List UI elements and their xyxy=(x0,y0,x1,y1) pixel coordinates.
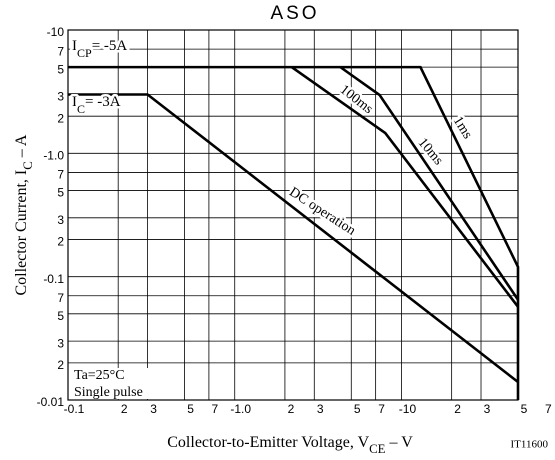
x-tick-label: 5 xyxy=(354,402,361,416)
condition-text: Ta=25°C xyxy=(74,368,125,383)
x-tick-label: 7 xyxy=(212,402,219,416)
x-tick-label: 5 xyxy=(187,402,194,416)
x-tick-label: 3 xyxy=(317,402,324,416)
y-tick-label: -10 xyxy=(47,25,65,39)
annotation: ICP= -5A xyxy=(72,38,127,59)
line xyxy=(68,65,520,400)
x-axis-label-part: CE xyxy=(369,442,386,456)
x-tick-label: 3 xyxy=(150,402,157,416)
conditions-box xyxy=(69,368,181,399)
chart-title: ASO xyxy=(270,3,319,24)
x-tick-label: 3 xyxy=(484,402,491,416)
x-tick-label: -1.0 xyxy=(230,402,251,416)
y-tick-label: 7 xyxy=(57,291,64,305)
x-tick-label: 2 xyxy=(454,402,461,416)
y-tick-label: 7 xyxy=(57,168,64,182)
x-axis-label-part: – V xyxy=(385,434,413,451)
y-tick-label: 3 xyxy=(57,90,64,104)
y-tick-label: -0.1 xyxy=(43,272,64,286)
y-tick-label: 7 xyxy=(57,44,64,58)
annotation-part: = -3A xyxy=(85,94,121,110)
y-axis-label: Collector Current, IC – A xyxy=(13,134,35,295)
x-tick-label: 2 xyxy=(121,402,128,416)
y-axis-label-part: – A xyxy=(13,134,30,161)
line xyxy=(339,66,520,301)
line xyxy=(291,66,520,308)
x-tick-label: -0.1 xyxy=(64,402,85,416)
annotation-part: = -5A xyxy=(92,38,128,54)
x-axis-label-part: Collector-to-Emitter Voltage, V xyxy=(167,434,369,451)
y-axis-label-part: C xyxy=(21,161,35,170)
condition-text: Single pulse xyxy=(74,385,143,400)
y-tick-label: 5 xyxy=(57,186,64,200)
y-tick-label: 2 xyxy=(57,111,64,125)
x-tick-label: -10 xyxy=(399,402,417,416)
y-tick-label: 5 xyxy=(57,62,64,76)
annotation-part: C xyxy=(77,102,85,116)
x-tick-label: 5 xyxy=(521,402,528,416)
x-axis-label: Collector-to-Emitter Voltage, VCE – V xyxy=(167,434,413,456)
x-tick-label: 7 xyxy=(545,402,552,416)
y-tick-label: -1.0 xyxy=(43,149,64,163)
y-tick-label: 3 xyxy=(57,336,64,350)
x-tick-label: 2 xyxy=(288,402,295,416)
y-tick-label: -0.01 xyxy=(37,395,65,409)
y-tick-label: 3 xyxy=(57,213,64,227)
annotation: IC= -3A xyxy=(72,94,121,115)
y-tick-label: 2 xyxy=(57,235,64,249)
line xyxy=(68,93,519,384)
annotation-part: I xyxy=(72,94,77,110)
annotation-part: CP xyxy=(77,46,92,60)
plot-frame xyxy=(67,29,519,401)
y-axis-label-part: Collector Current, I xyxy=(13,170,30,296)
figure-code: IT11600 xyxy=(511,439,549,451)
x-tick-label: 7 xyxy=(378,402,385,416)
y-tick-label: 2 xyxy=(57,358,64,372)
annotation-part: I xyxy=(72,38,77,54)
y-tick-label: 5 xyxy=(57,309,64,323)
